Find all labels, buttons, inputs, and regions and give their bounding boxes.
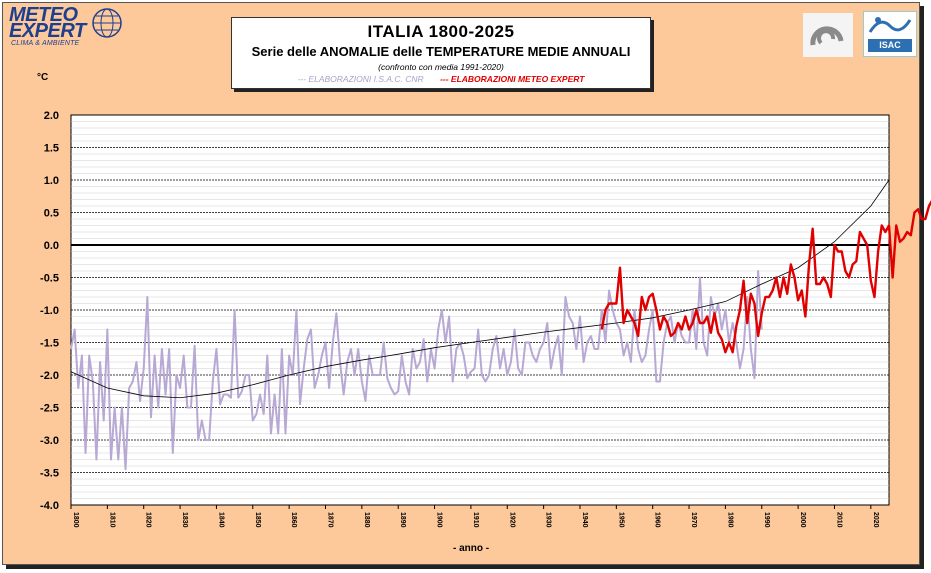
- x-tick-label: 1940: [581, 512, 588, 528]
- chart-title: ITALIA 1800-2025: [367, 22, 515, 41]
- x-tick-label: 1830: [181, 512, 188, 528]
- logo-line-1: METEO: [9, 4, 78, 26]
- y-tick-label: -1.0: [40, 305, 59, 317]
- meteo-expert-logo: METEO EXPERT CLIMA & AMBIENTE: [7, 5, 125, 49]
- x-tick-label: 1930: [545, 512, 552, 528]
- x-tick-label: 1870: [326, 512, 333, 528]
- x-tick-label: 1880: [363, 512, 370, 528]
- x-tick-label: 1990: [763, 512, 770, 528]
- y-tick-label: -1.5: [40, 338, 59, 350]
- legend-meteo-expert: --- ELABORAZIONI METEO EXPERT: [440, 74, 585, 84]
- x-tick-label: 1860: [290, 512, 297, 528]
- y-tick-label: 0.5: [44, 208, 59, 220]
- cnr-logo-icon: [803, 13, 853, 57]
- chart-note: (confronto con media 1991-2020): [378, 62, 504, 72]
- x-tick-label: 1920: [508, 512, 515, 528]
- isac-series-line: [70, 270, 763, 471]
- x-tick-label: 1810: [108, 512, 115, 528]
- x-axis-label: - anno -: [453, 543, 490, 554]
- logo-tagline: CLIMA & AMBIENTE: [11, 40, 80, 47]
- y-tick-label: 0.0: [44, 240, 59, 252]
- meteo-expert-series-line: [600, 199, 931, 354]
- legend-isac: --- ELABORAZIONI I.S.A.C. CNR: [297, 74, 424, 84]
- y-tick-label: -2.5: [40, 403, 59, 415]
- x-tick-label: 1910: [472, 512, 479, 528]
- x-tick-label: 1850: [254, 512, 261, 528]
- y-tick-label: 2.0: [44, 110, 59, 122]
- x-tick-label: 1950: [617, 512, 624, 528]
- wave-icon: [868, 17, 912, 33]
- y-tick-label: -3.5: [40, 468, 59, 480]
- x-tick-label: 2010: [835, 512, 842, 528]
- y-axis-unit: °C: [37, 72, 49, 83]
- x-tick-label: 1820: [145, 512, 152, 528]
- x-tick-label: 1800: [72, 512, 79, 528]
- y-tick-label: 1.5: [44, 143, 59, 155]
- y-tick-label: -3.0: [40, 435, 59, 447]
- globe-icon: [92, 8, 122, 38]
- isac-logo: ISAC: [863, 11, 917, 57]
- title-box: ITALIA 1800-2025 Serie delle ANOMALIE de…: [231, 17, 651, 89]
- x-tick-label: 2020: [872, 512, 879, 528]
- x-tick-label: 1980: [726, 512, 733, 528]
- x-tick-label: 1900: [436, 512, 443, 528]
- x-tick-label: 1960: [654, 512, 661, 528]
- y-tick-label: 1.0: [44, 175, 59, 187]
- x-tick-label: 1970: [690, 512, 697, 528]
- legend: --- ELABORAZIONI I.S.A.C. CNR --- ELABOR…: [232, 74, 650, 84]
- y-tick-label: -2.0: [40, 370, 59, 382]
- x-tick-label: 1890: [399, 512, 406, 528]
- chart-subtitle: Serie delle ANOMALIE delle TEMPERATURE M…: [251, 44, 631, 59]
- x-tick-label: 1840: [217, 512, 224, 528]
- isac-badge: ISAC: [868, 39, 912, 52]
- y-tick-label: -0.5: [40, 273, 59, 285]
- x-tick-label: 2000: [799, 512, 806, 528]
- trend-line: [70, 179, 890, 399]
- logo-line-2: EXPERT: [9, 20, 86, 42]
- y-tick-label: -4.0: [40, 500, 59, 512]
